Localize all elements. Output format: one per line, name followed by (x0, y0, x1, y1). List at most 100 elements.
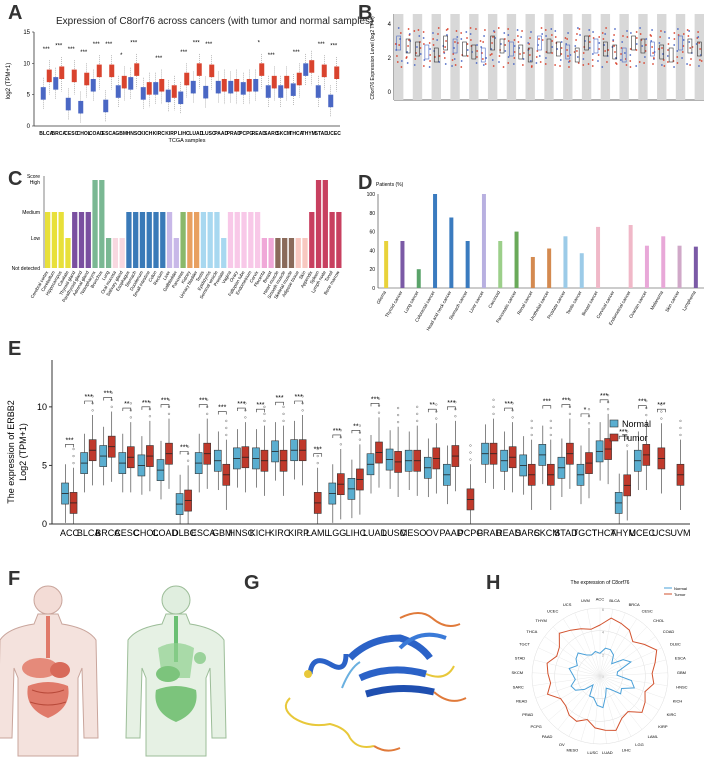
h-spoke (599, 659, 667, 677)
panel-label-e: E (8, 338, 22, 360)
b-sample-point (686, 29, 689, 31)
b-sample-point (432, 38, 435, 40)
a-tumor-box (196, 63, 202, 76)
c-bar (160, 212, 166, 268)
a-significance-label: *** (293, 50, 301, 56)
e-legend-tumor-label: Tumor (622, 433, 648, 443)
b-band (487, 14, 498, 100)
b-sample-point (668, 37, 670, 39)
c-bar (153, 212, 159, 268)
e-significance-label: *** (65, 437, 73, 444)
e-x-tick-label: ACC (60, 528, 80, 538)
e-outlier (454, 415, 457, 418)
b-sample-point (622, 35, 624, 37)
c-bar (295, 238, 301, 268)
b-box (678, 35, 683, 51)
b-sample-point (523, 52, 525, 54)
b-sample-point (428, 66, 431, 68)
d-y-tick-label: 100 (367, 192, 376, 198)
a-significance-label: *** (193, 41, 201, 47)
b-sample-point (663, 31, 666, 33)
panel-label-d: D (358, 172, 373, 194)
c-bar (200, 212, 207, 268)
e-x-tick-label: PCPG (458, 528, 484, 538)
b-box (603, 41, 608, 57)
b-sample-point (490, 53, 493, 55)
c-y-tick-high: High (30, 180, 41, 186)
b-sample-point (626, 30, 628, 32)
b-sample-point (521, 64, 524, 66)
e-outlier (91, 409, 94, 412)
b-band (506, 14, 517, 100)
b-sample-point (575, 39, 577, 41)
e-x-tick-label: TGCT (573, 528, 598, 538)
d-bar (465, 241, 470, 288)
a-tumor-box (334, 66, 340, 79)
b-sample-point (643, 56, 646, 58)
b-sample-point (619, 59, 622, 61)
d-x-tick-label: Renal cancer (516, 290, 534, 316)
b-sample-point (614, 28, 616, 30)
b-sample-point (453, 47, 455, 49)
b-sample-point (667, 49, 669, 51)
e-outlier (568, 398, 572, 401)
e-x-tick-label: BRCA (95, 528, 120, 538)
b-sample-point (682, 33, 685, 35)
e-x-tick-label: KIRP (288, 528, 309, 538)
b-band (581, 14, 592, 100)
b-box (650, 41, 655, 57)
h-tumor-series (546, 617, 658, 731)
e-outlier (435, 403, 438, 406)
b-sample-point (598, 48, 600, 50)
c-x-tick-label: Cervix (248, 269, 259, 283)
e-y-tick-label: 10 (37, 402, 47, 412)
b-sample-point (592, 31, 594, 33)
e-outlier (660, 417, 663, 420)
e-significance-label: ** (353, 423, 359, 430)
b-sample-point (588, 47, 591, 49)
b-sample-point (516, 35, 519, 37)
b-sample-point (698, 42, 701, 44)
b-sample-point (643, 62, 645, 64)
h-category-label: CESC (642, 609, 653, 614)
c-bar (302, 238, 308, 268)
b-sample-point (492, 65, 495, 67)
b-sample-point (513, 57, 516, 59)
e-significance-bracket (256, 408, 265, 413)
b-sample-point (614, 62, 617, 64)
b-sample-point (699, 48, 701, 50)
e-outlier (91, 395, 94, 398)
b-sample-point (545, 57, 547, 59)
b-sample-point (413, 64, 416, 66)
e-significance-label: ** (430, 402, 436, 409)
b-sample-point (408, 39, 410, 41)
a-tumor-box (259, 63, 265, 76)
h-spoke (548, 675, 601, 721)
b-sample-point (529, 60, 532, 62)
b-sample-point (498, 61, 500, 63)
h-category-label: BRCA (629, 602, 640, 607)
b-sample-point (484, 29, 486, 31)
a-tumor-box (84, 72, 90, 86)
e-x-tick-label: CHOL (133, 528, 158, 538)
e-outlier (679, 419, 682, 423)
d-x-tick-label: Melanoma (649, 290, 664, 311)
b-sample-point (528, 48, 530, 50)
e-x-tick-label: GBM (212, 528, 233, 538)
b-sample-point (601, 66, 604, 68)
b-sample-point (541, 33, 544, 35)
b-sample-point (551, 46, 554, 48)
b-sample-point (396, 61, 399, 63)
e-outlier (530, 419, 533, 423)
b-sample-point (638, 61, 641, 63)
e-significance-bracket (160, 404, 170, 408)
b-sample-point (550, 28, 553, 30)
c-bar (126, 212, 132, 268)
a-normal-box (103, 99, 109, 113)
a-x-tick-label: THYM (302, 131, 316, 137)
a-normal-box (228, 80, 234, 94)
h-spoke (552, 626, 601, 677)
b-sample-point (651, 46, 654, 48)
b-sample-point (652, 57, 655, 59)
e-outlier (263, 405, 266, 408)
